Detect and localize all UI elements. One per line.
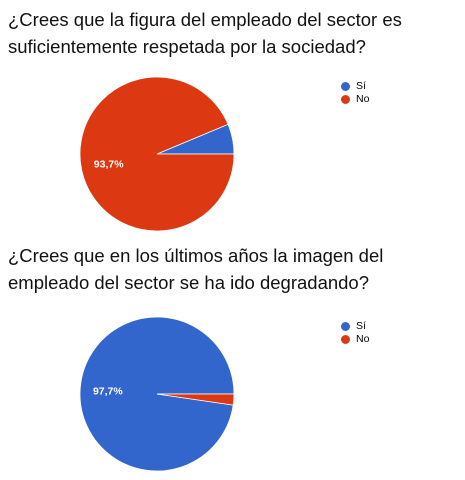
slice-data-label: 93,7% bbox=[94, 159, 124, 171]
chart-legend: Sí No bbox=[341, 80, 369, 106]
chart-title: ¿Crees que en los últimos años la imagen… bbox=[8, 245, 384, 293]
legend-swatch-no bbox=[341, 95, 350, 104]
legend-item-no[interactable]: No bbox=[341, 93, 369, 106]
chart-panel-2: ¿Crees que en los últimos años la imagen… bbox=[0, 240, 465, 480]
pie-chart: 93,7% bbox=[79, 76, 235, 232]
chart-legend: Sí No bbox=[341, 320, 369, 346]
pie-slice-no[interactable] bbox=[156, 393, 235, 406]
legend-label-no: No bbox=[356, 333, 370, 345]
legend-label-si: Sí bbox=[356, 80, 366, 92]
pie-chart: 97,7% bbox=[79, 316, 235, 472]
legend-item-si[interactable]: Sí bbox=[341, 80, 369, 93]
pie-slice-no[interactable] bbox=[79, 76, 235, 232]
legend-item-no[interactable]: No bbox=[341, 333, 369, 346]
legend-swatch-no bbox=[341, 335, 350, 344]
legend-label-si: Sí bbox=[356, 320, 366, 332]
legend-swatch-si bbox=[341, 322, 350, 331]
legend-label-no: No bbox=[356, 93, 370, 105]
chart-title: ¿Crees que la figura del empleado del se… bbox=[8, 9, 402, 57]
slice-data-label: 97,7% bbox=[93, 385, 123, 397]
chart-panel-1: ¿Crees que la figura del empleado del se… bbox=[8, 9, 402, 232]
legend-item-si[interactable]: Sí bbox=[341, 320, 369, 333]
legend-swatch-si bbox=[341, 82, 350, 91]
